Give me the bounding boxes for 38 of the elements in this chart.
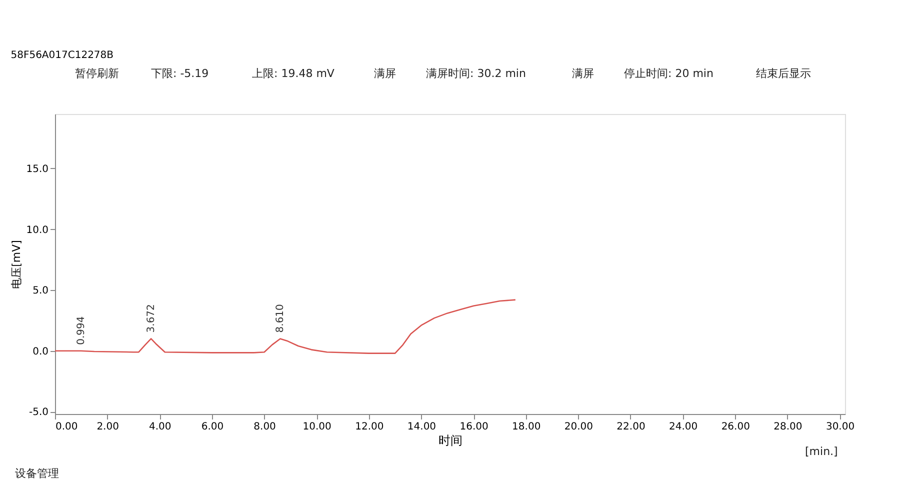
x-tick-label: 30.00 — [826, 422, 855, 432]
text: 设备管理 — [15, 467, 59, 480]
x-tick-label: 28.00 — [774, 422, 802, 432]
x-tick-label: 2.00 — [96, 422, 119, 432]
x-tick-label: 20.00 — [564, 422, 593, 432]
text: 满屏时间: 30.2 min — [426, 67, 526, 80]
x-tick-label: 24.00 — [668, 422, 698, 432]
x-tick-label: 16.00 — [460, 422, 488, 432]
text: 上限: 19.48 mV — [252, 67, 335, 80]
x-tick-label: 0.00 — [56, 422, 78, 432]
text: 满屏 — [572, 67, 594, 80]
x-tick-label: 10.00 — [302, 422, 332, 432]
y-tick-label: 0.0 — [32, 346, 48, 358]
y-tick-label: 5.0 — [32, 286, 48, 297]
text: 满屏 — [374, 67, 396, 80]
x-tick-label: 8.00 — [254, 422, 276, 432]
x-tick-label: 4.00 — [149, 422, 172, 432]
text: 暂停刷新 — [75, 67, 119, 80]
y-tick-label: 10.0 — [26, 224, 48, 236]
line-series — [54, 299, 516, 354]
annotation: 8.610 — [275, 304, 286, 333]
annotation: 0.994 — [76, 316, 87, 345]
x-tick-label: 18.00 — [512, 422, 541, 432]
y-axis-title: 电压[mV] — [10, 240, 24, 289]
x-tick-label: 22.00 — [616, 422, 646, 432]
y-tick-label: -5.0 — [28, 407, 48, 418]
y-tick-label: 15.0 — [26, 164, 48, 175]
annotation: 3.672 — [146, 304, 158, 333]
text: 下限: -5.19 — [151, 67, 209, 80]
text: 结束后显示 — [756, 67, 811, 80]
x-tick-label: 6.00 — [201, 422, 224, 432]
x-tick-label: 14.00 — [407, 422, 436, 432]
x-tick-label: 26.00 — [721, 422, 750, 432]
text: 停止时间: 20 min — [624, 67, 714, 80]
text: [min.] — [805, 445, 838, 458]
x-axis-title: 时间 — [438, 434, 462, 448]
chart-title: 58F56A017C12278B — [10, 50, 114, 61]
x-tick-label: 12.00 — [355, 422, 384, 432]
